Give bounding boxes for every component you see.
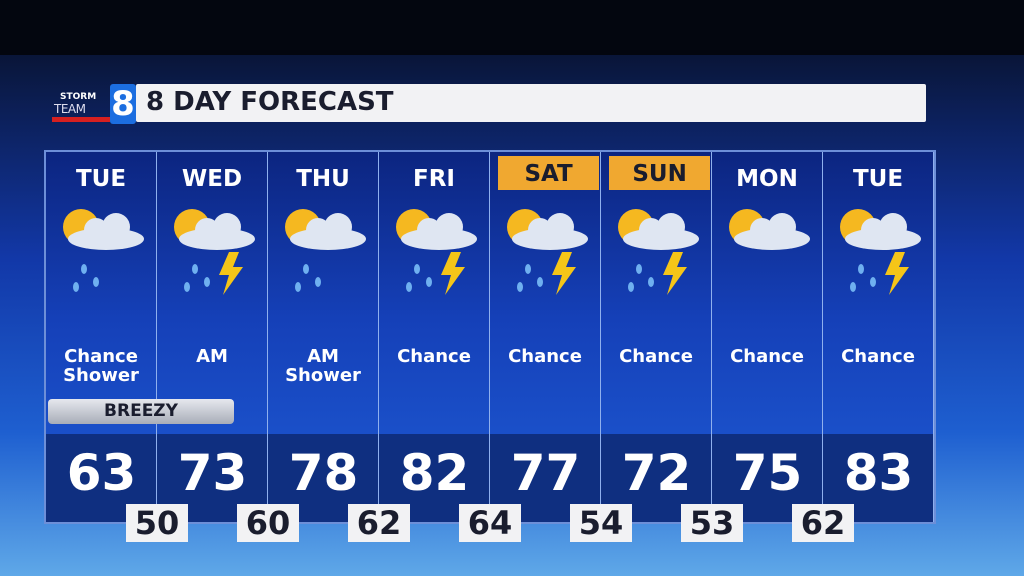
screen-bezel — [0, 0, 1024, 55]
cloud-icon — [68, 213, 144, 250]
day-column: WED AM 73 — [157, 152, 268, 522]
low-temp: 60 — [237, 504, 299, 542]
cloud-icon — [179, 213, 255, 250]
rain-drops-icon — [517, 264, 543, 292]
breezy-badge: BREEZY — [48, 399, 234, 424]
rain-drops-icon — [628, 264, 654, 292]
weather-icon — [823, 197, 934, 307]
lightning-bolt-icon — [663, 252, 687, 295]
weather-icon — [712, 197, 823, 307]
high-temp: 72 — [621, 444, 692, 502]
day-label: FRI — [413, 166, 455, 192]
rain-drops-icon — [295, 264, 321, 292]
high-temp: 63 — [66, 444, 137, 502]
lightning-bolt-icon — [441, 252, 465, 295]
low-temp: 54 — [570, 504, 632, 542]
low-temp: 62 — [348, 504, 410, 542]
condition-text: Chance — [619, 346, 693, 367]
rain-drops-icon — [73, 264, 99, 292]
low-temp: 62 — [792, 504, 854, 542]
day-label: TUE — [852, 166, 904, 192]
day-label: SUN — [609, 156, 711, 190]
low-temp: 50 — [126, 504, 188, 542]
low-temp: 53 — [681, 504, 743, 542]
rain-drops-icon — [850, 264, 876, 292]
lightning-bolt-icon — [219, 252, 243, 295]
forecast-header: STORM TEAM 8 8 DAY FORECAST — [52, 84, 926, 124]
day-column: TUE Chance Shower 63 BREEZY — [46, 152, 234, 522]
logo-storm: STORM — [60, 92, 97, 102]
day-column: SUN Chance 72 — [601, 152, 712, 522]
logo-number: 8 — [110, 84, 136, 124]
high-temp: 78 — [288, 444, 359, 502]
weather-icon — [46, 197, 157, 307]
condition-text: Chance Shower — [63, 346, 139, 386]
weather-icon — [157, 197, 268, 307]
weather-icon — [490, 197, 601, 307]
logo-team: TEAM — [54, 102, 86, 116]
logo-stripe — [52, 117, 110, 122]
cloud-icon — [512, 213, 588, 250]
day-column: MON Chance 75 — [712, 152, 823, 522]
cloud-icon — [623, 213, 699, 250]
condition-text: AM — [196, 346, 228, 367]
title-bar: 8 DAY FORECAST — [136, 84, 926, 122]
cloud-icon — [845, 213, 921, 250]
day-column: TUE Chance 83 — [823, 152, 934, 522]
condition-text: Chance — [397, 346, 471, 367]
rain-drops-icon — [406, 264, 432, 292]
condition-text: AM Shower — [285, 346, 361, 386]
forecast-panel: TUE Chance Shower 63 BREEZY WED AM 73 THU A… — [44, 150, 936, 524]
lightning-bolt-icon — [552, 252, 576, 295]
cloud-icon — [401, 213, 477, 250]
day-label: MON — [736, 166, 798, 192]
condition-text: Chance — [841, 346, 915, 367]
cloud-icon — [290, 213, 366, 250]
day-label: WED — [181, 166, 243, 192]
high-temp: 73 — [177, 444, 248, 502]
day-label: THU — [296, 166, 350, 192]
high-temp: 82 — [399, 444, 470, 502]
day-label: TUE — [75, 166, 127, 192]
condition-text: Chance — [730, 346, 804, 367]
high-temp: 77 — [510, 444, 581, 502]
day-column: THU AM Shower 78 — [268, 152, 379, 522]
day-column: FRI Chance 82 — [379, 152, 490, 522]
high-temp: 75 — [732, 444, 803, 502]
low-temp: 64 — [459, 504, 521, 542]
rain-drops-icon — [184, 264, 210, 292]
high-temp: 83 — [843, 444, 914, 502]
day-column: SAT Chance 77 — [490, 152, 601, 522]
day-label: SAT — [498, 156, 600, 190]
lightning-bolt-icon — [885, 252, 909, 295]
weather-icon — [379, 197, 490, 307]
weather-icon — [601, 197, 712, 307]
weather-icon — [268, 197, 379, 307]
page-title: 8 DAY FORECAST — [146, 87, 394, 117]
condition-text: Chance — [508, 346, 582, 367]
storm-team-8-logo: STORM TEAM 8 — [52, 84, 136, 124]
cloud-icon — [734, 213, 810, 250]
